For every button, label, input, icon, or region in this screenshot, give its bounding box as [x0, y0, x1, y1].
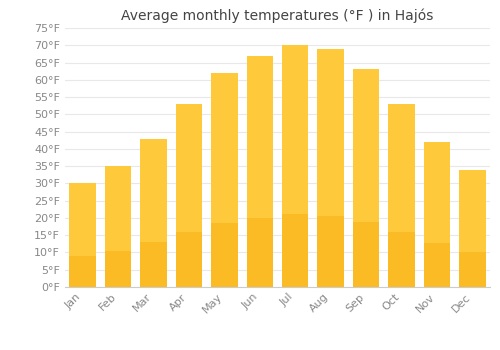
- Bar: [353, 222, 380, 287]
- Bar: [282, 45, 308, 287]
- Bar: [70, 256, 96, 287]
- Bar: [318, 216, 344, 287]
- Bar: [424, 142, 450, 287]
- Bar: [70, 183, 96, 287]
- Bar: [246, 56, 273, 287]
- Bar: [105, 166, 132, 287]
- Bar: [388, 104, 414, 287]
- Bar: [459, 170, 485, 287]
- Bar: [353, 69, 380, 287]
- Bar: [211, 73, 238, 287]
- Bar: [105, 251, 132, 287]
- Title: Average monthly temperatures (°F ) in Hajós: Average monthly temperatures (°F ) in Ha…: [122, 8, 434, 23]
- Bar: [140, 243, 167, 287]
- Bar: [176, 104, 202, 287]
- Bar: [459, 252, 485, 287]
- Bar: [246, 218, 273, 287]
- Bar: [176, 232, 202, 287]
- Bar: [282, 215, 308, 287]
- Bar: [211, 223, 238, 287]
- Bar: [388, 232, 414, 287]
- Bar: [424, 244, 450, 287]
- Bar: [140, 139, 167, 287]
- Bar: [318, 49, 344, 287]
